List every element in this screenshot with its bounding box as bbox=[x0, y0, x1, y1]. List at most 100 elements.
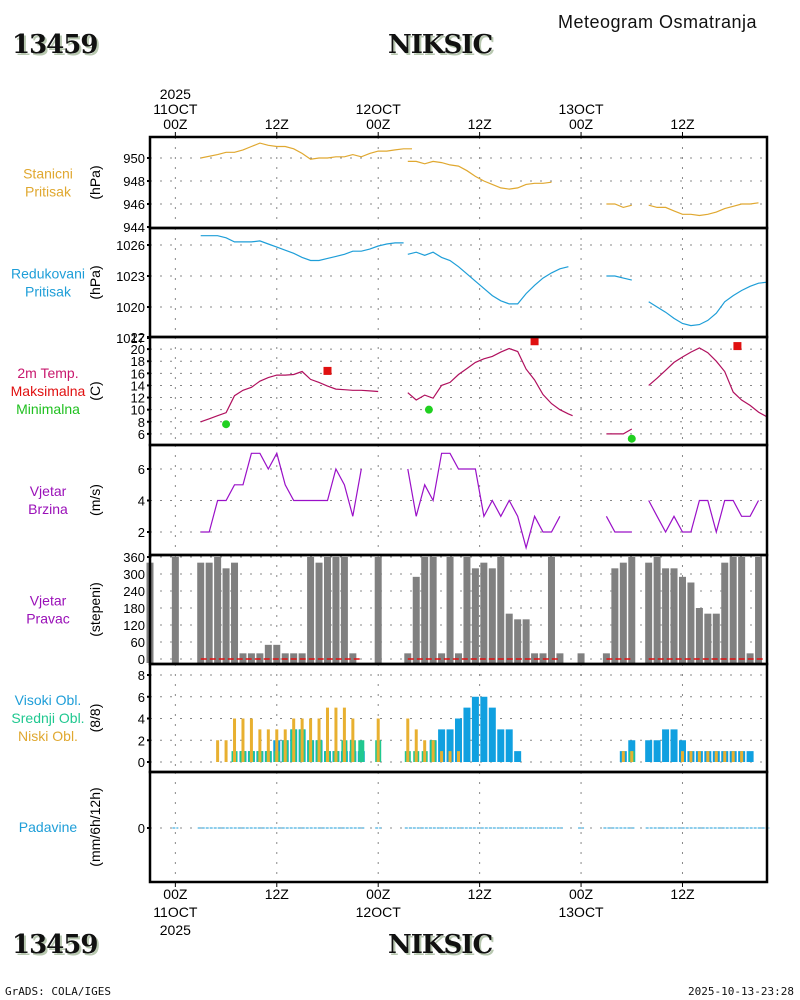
cloud-bar bbox=[258, 729, 262, 762]
wind-direction-ytick-label: 360 bbox=[123, 550, 145, 565]
wind-speed-unit-label: (m/s) bbox=[87, 484, 103, 516]
wind-direction-bar bbox=[264, 644, 272, 663]
cloud-bar bbox=[670, 729, 678, 762]
cloud-bar bbox=[334, 707, 338, 762]
temperature-min-marker bbox=[424, 405, 433, 414]
temperature-label: 2m Temp. bbox=[17, 365, 78, 381]
wind-direction-bar bbox=[222, 568, 230, 663]
cloud-bar bbox=[446, 729, 454, 762]
precipitation-frame bbox=[148, 770, 769, 884]
cloud-bar bbox=[621, 751, 625, 762]
wind-direction-bar bbox=[611, 568, 619, 663]
wind-direction-bar bbox=[628, 557, 636, 663]
cloud-bar bbox=[680, 751, 684, 762]
clouds-ytick-label: 4 bbox=[138, 712, 145, 727]
top-time-label: 2025 bbox=[160, 86, 191, 102]
top-time-label: 00Z bbox=[569, 116, 594, 132]
cloud-bar bbox=[275, 729, 279, 762]
wind-direction-bar bbox=[514, 619, 522, 663]
wind-direction-bar bbox=[729, 557, 737, 663]
temperature-series-line bbox=[606, 428, 633, 435]
station-pressure-label: Stanicni bbox=[23, 166, 73, 182]
wind-direction-bar bbox=[340, 557, 348, 663]
reduced-pressure-label: Redukovani bbox=[11, 266, 85, 282]
wind-direction-bar bbox=[463, 557, 471, 663]
wind-direction-bar bbox=[480, 562, 488, 663]
wind-direction-ytick-label: 300 bbox=[123, 567, 145, 582]
station-pressure-series-line bbox=[606, 203, 632, 209]
reduced-pressure-series-line bbox=[200, 235, 404, 262]
bottom-time-label: 12Z bbox=[468, 886, 493, 902]
cloud-bar bbox=[714, 751, 718, 762]
top-time-label: 11OCT bbox=[153, 101, 198, 117]
wind-direction-bar bbox=[205, 562, 213, 663]
wind-direction-bar bbox=[214, 557, 222, 663]
clouds-label: Srednji Obl. bbox=[11, 710, 84, 726]
top-time-label: 12Z bbox=[670, 116, 695, 132]
station-pressure-ytick-label: 950 bbox=[123, 151, 145, 166]
station-pressure-label: Pritisak bbox=[25, 184, 72, 200]
meteogram-subtitle: Meteogram Osmatranja bbox=[558, 12, 758, 32]
wind-direction-bar bbox=[619, 562, 627, 663]
cloud-bar bbox=[300, 718, 304, 762]
cloud-bar bbox=[325, 707, 329, 762]
wind-direction-bar bbox=[374, 557, 382, 663]
top-time-label: 12Z bbox=[265, 116, 290, 132]
precipitation-unit-label: (mm/6h/12h) bbox=[87, 787, 103, 866]
wind-direction-bar bbox=[404, 653, 412, 663]
wind-direction-bar bbox=[412, 576, 420, 663]
wind-direction-bar bbox=[421, 557, 429, 663]
wind-direction-bar bbox=[256, 653, 264, 663]
bottom-time-label: 00Z bbox=[569, 886, 594, 902]
footer-source: GrADS: COLA/IGES bbox=[5, 985, 111, 998]
wind-speed-series-line bbox=[407, 452, 561, 551]
cloud-bar bbox=[448, 751, 452, 762]
station-name-bottom: NIKSIC bbox=[388, 930, 493, 960]
temperature-unit-label: (C) bbox=[87, 381, 103, 400]
top-time-label: 00Z bbox=[366, 116, 391, 132]
wind-direction-bar bbox=[704, 613, 712, 663]
temperature-ytick-label: 8 bbox=[138, 415, 145, 430]
wind-speed-label: Brzina bbox=[28, 501, 68, 517]
wind-direction-unit-label: (stepeni) bbox=[87, 582, 103, 636]
temperature-max-marker bbox=[323, 366, 332, 375]
cloud-bar bbox=[266, 729, 270, 762]
wind-direction-bar bbox=[307, 557, 315, 663]
cloud-bar bbox=[224, 740, 228, 762]
cloud-bar bbox=[488, 707, 496, 762]
cloud-bar bbox=[241, 718, 245, 762]
cloud-bar bbox=[740, 751, 744, 762]
cloud-bar bbox=[309, 718, 313, 762]
reduced-pressure-frame bbox=[148, 226, 769, 339]
wind-speed-ytick-label: 6 bbox=[138, 462, 145, 477]
cloud-bar bbox=[440, 751, 444, 762]
cloud-bar bbox=[471, 696, 479, 762]
wind-direction-bar bbox=[273, 644, 281, 663]
wind-direction-bar bbox=[231, 562, 239, 663]
station-name-top: NIKSIC bbox=[388, 30, 493, 60]
cloud-bar bbox=[463, 707, 471, 762]
wind-direction-bar bbox=[197, 562, 205, 663]
reduced-pressure-ytick-label: 1017 bbox=[116, 331, 145, 346]
cloud-bar bbox=[216, 740, 220, 762]
station-pressure-unit-label: (hPa) bbox=[87, 165, 103, 199]
cloud-bar bbox=[697, 751, 701, 762]
station-pressure-ytick-label: 946 bbox=[123, 197, 145, 212]
cloud-bar bbox=[376, 718, 380, 762]
wind-direction-label: Pravac bbox=[26, 611, 70, 627]
station-pressure-ytick-label: 948 bbox=[123, 174, 145, 189]
wind-speed-series-line bbox=[200, 451, 362, 533]
cloud-bar bbox=[731, 751, 735, 762]
cloud-bar bbox=[423, 740, 427, 762]
temperature-ytick-label: 18 bbox=[131, 354, 145, 369]
station-id-top: 13459 bbox=[12, 30, 98, 60]
wind-direction-bar bbox=[755, 557, 763, 663]
cloud-bar bbox=[480, 696, 488, 762]
top-time-label: 12OCT bbox=[356, 101, 402, 117]
wind-direction-ytick-label: 180 bbox=[123, 601, 145, 616]
wind-direction-bar bbox=[712, 613, 720, 663]
wind-speed-ytick-label: 2 bbox=[138, 525, 145, 540]
cloud-bar bbox=[406, 718, 410, 762]
station-pressure-series-line bbox=[200, 142, 412, 160]
